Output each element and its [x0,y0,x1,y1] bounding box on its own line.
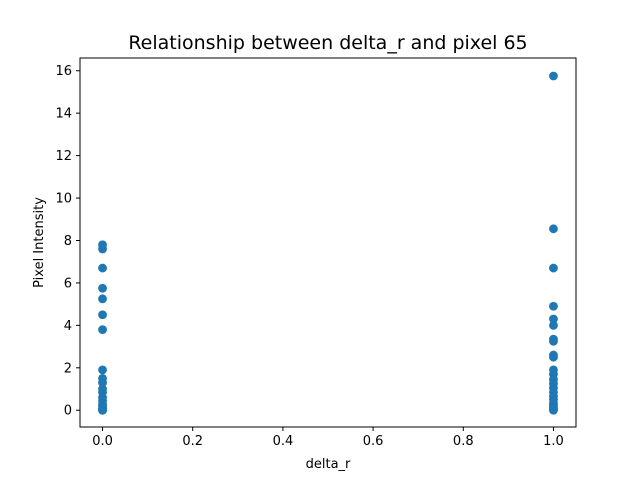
data-point [549,71,558,81]
y-tick-label: 2 [64,361,72,376]
y-tick-label: 4 [64,319,72,334]
x-tick-label: 0.6 [363,434,384,449]
data-point [549,336,558,346]
data-point [98,325,107,335]
axis-ticks: 0.0 0.2 0.4 0.6 0.8 1.0 0 2 4 6 8 10 12 14 16 [55,64,563,449]
x-axis-label: delta_r [306,457,351,472]
data-point [98,263,107,273]
data-points [98,71,558,415]
data-point [98,378,107,388]
data-point [549,352,558,362]
data-point [98,244,107,254]
data-point [98,310,107,320]
data-point [549,314,558,324]
y-axis-label: Pixel Intensity [32,197,47,288]
plot-frame [79,57,577,428]
x-tick-label: 0.0 [92,434,113,449]
y-tick-label: 8 [64,234,72,249]
x-tick-label: 0.2 [182,434,203,449]
chart-title: Relationship between delta_r and pixel 6… [128,32,527,54]
y-tick-label: 14 [55,107,72,122]
data-point [549,301,558,311]
x-tick-label: 0.8 [453,434,474,449]
y-tick-label: 0 [64,404,72,419]
y-tick-label: 10 [55,192,72,207]
data-point [549,405,558,415]
data-point [98,405,107,415]
x-tick-label: 0.4 [273,434,294,449]
x-tick-label: 1.0 [543,434,564,449]
data-point [98,294,107,304]
y-tick-label: 12 [55,149,72,164]
data-point [98,365,107,375]
data-point [549,263,558,273]
data-point [549,224,558,234]
y-tick-label: 6 [64,276,72,291]
y-tick-label: 16 [55,64,72,79]
data-point [98,283,107,293]
data-point [549,320,558,330]
